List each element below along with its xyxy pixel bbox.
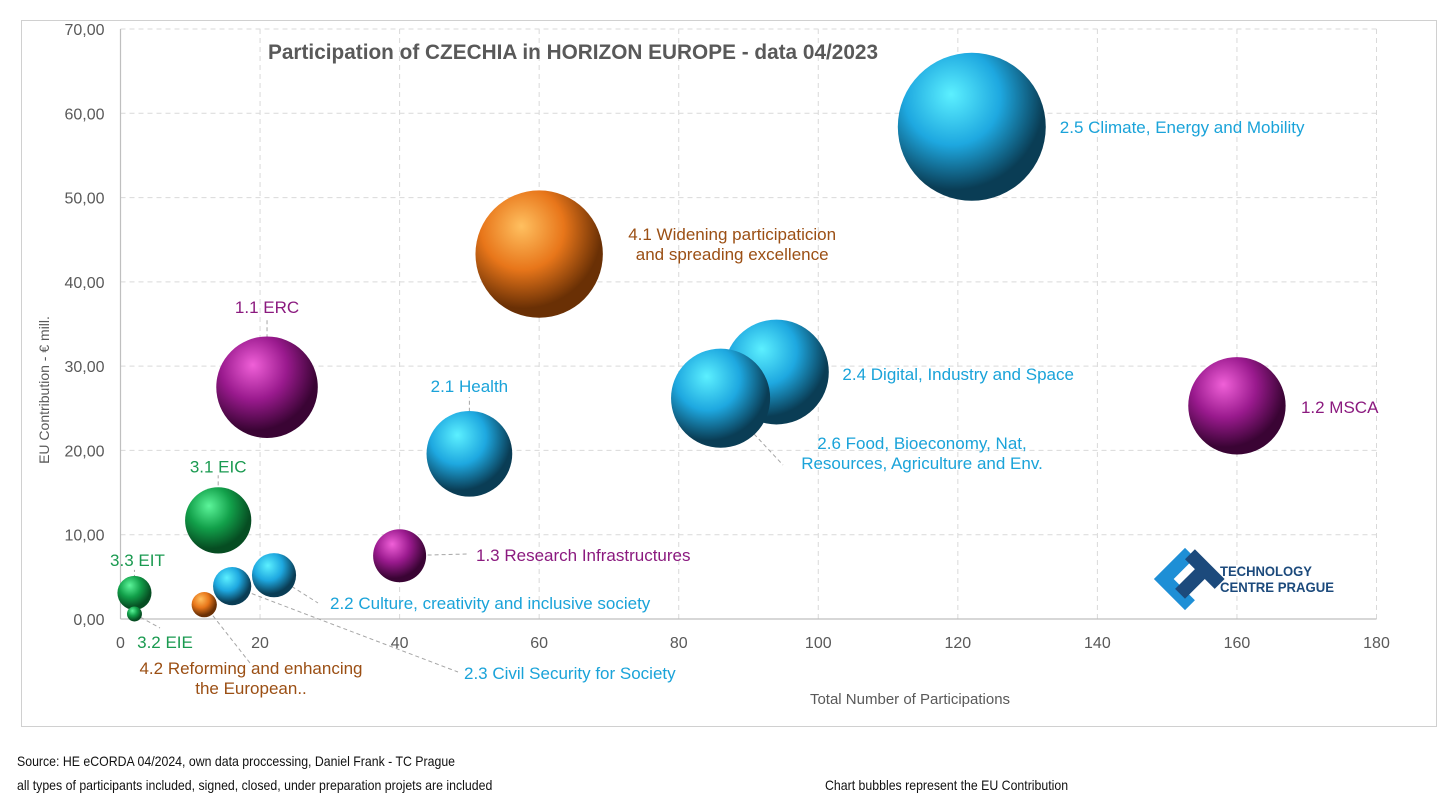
x-tick-label: 120 [944, 635, 971, 652]
bubble [126, 606, 142, 622]
x-tick-label: 180 [1363, 635, 1390, 652]
bubble [671, 348, 771, 448]
bubble-label-line: 2.6 Food, Bioeconomy, Nat, [817, 434, 1026, 453]
y-tick-label: 70,00 [64, 22, 104, 39]
bubble [373, 529, 427, 583]
x-tick-label: 160 [1224, 635, 1251, 652]
bubble-label: 4.2 Reforming and enhancing the European.… [139, 659, 362, 698]
y-tick-label: 60,00 [64, 106, 104, 123]
footer-source: Source: HE eCORDA 04/2024, own data proc… [17, 753, 456, 769]
bubble [216, 336, 318, 438]
bubble [475, 190, 603, 318]
leader-line [203, 604, 251, 664]
bubble [251, 553, 297, 598]
bubble [117, 575, 152, 610]
bubble-label: 2.1 Health [431, 377, 509, 396]
leader-line [399, 553, 468, 557]
bubble [1188, 357, 1286, 455]
bubble-label-line: 2.1 Health [431, 377, 509, 396]
leader-line [134, 613, 161, 629]
y-tick-label: 50,00 [64, 191, 104, 208]
bubble [185, 487, 252, 554]
bubble-label-line: 4.1 Widening participaticion [628, 225, 836, 244]
bubble-label-line: 2.4 Digital, Industry and Space [842, 365, 1074, 384]
bubble-label: 2.3 Civil Security for Society [464, 664, 676, 683]
x-tick-label: 20 [251, 635, 269, 652]
bubble-label-line: 2.3 Civil Security for Society [464, 664, 676, 683]
bubble-label: 4.1 Widening participaticion and spreadin… [628, 225, 836, 264]
bubble-label-line: 1.1 ERC [235, 298, 299, 317]
logo-text-line1: TECHNOLOGY [1220, 563, 1313, 579]
bubble-label-line: 3.2 EIE [137, 633, 193, 652]
bubble [191, 592, 217, 618]
x-tick-label: 80 [670, 635, 688, 652]
gridlines [120, 28, 1377, 619]
y-tick-labels: 0,00 10,00 20,00 30,00 40,00 50,00 60,00 70,00 [64, 22, 104, 629]
bubble [213, 567, 252, 606]
bubbles [117, 52, 1286, 622]
bubble-label-line: 3.3 EIT [110, 551, 165, 570]
logo-text-line2: CENTRE PRAGUE [1220, 579, 1334, 595]
bubble-label: 1.3 Research Infrastructures [476, 546, 690, 565]
bubble-label: 1.2 MSCA [1301, 398, 1379, 417]
bubble-label-line: 2.2 Culture, creativity and inclusive so… [330, 594, 651, 613]
y-tick-label: 0,00 [73, 612, 104, 629]
bubble-label: 1.1 ERC [235, 298, 299, 317]
y-tick-label: 10,00 [64, 528, 104, 545]
tc-logo-icon [1153, 547, 1225, 611]
x-tick-label: 100 [805, 635, 832, 652]
y-tick-label: 40,00 [64, 275, 104, 292]
footer-bubbles-note: Chart bubbles represent the EU Contribut… [825, 777, 1069, 793]
bubble-label: 2.2 Culture, creativity and inclusive so… [330, 594, 651, 613]
footer-note: all types of participants included, sign… [17, 777, 493, 793]
technology-centre-prague-logo: TECHNOLOGY CENTRE PRAGUE [1153, 547, 1334, 611]
chart-area [21, 20, 1437, 727]
x-axis-title: Total Number of Participations [810, 691, 1010, 708]
bubble-label-line: and spreading excellence [636, 245, 829, 264]
bubble-label: 3.1 EIC [190, 457, 247, 476]
bubble [897, 52, 1046, 201]
bubble-label: 2.5 Climate, Energy and Mobility [1060, 118, 1305, 137]
bubble-label-line: 1.2 MSCA [1301, 398, 1379, 417]
leader-line [231, 585, 459, 673]
x-tick-labels: 0 20 40 60 80 100 120 140 160 180 [116, 635, 1390, 652]
x-tick-label: 140 [1084, 635, 1111, 652]
bubble [426, 410, 513, 497]
x-tick-label: 60 [530, 635, 548, 652]
bubble-chart: 0 20 40 60 80 100 120 140 160 180 0,00 10,00 20,00 3… [36, 22, 1390, 708]
chart-title: Participation of CZECHIA in HORIZON EURO… [268, 41, 878, 64]
bubble-labels: 2.5 Climate, Energy and Mobility 4.1 Wide… [110, 118, 1379, 698]
y-axis-title: EU Contribution - € mill. [36, 316, 52, 464]
bubble-label-line: 4.2 Reforming and enhancing [139, 659, 362, 678]
bubble-label-line: 3.1 EIC [190, 457, 247, 476]
bubble-label-line: the European.. [195, 679, 307, 698]
x-tick-label: 40 [391, 635, 409, 652]
bubble-label: 2.4 Digital, Industry and Space [842, 365, 1074, 384]
bubble-label: 3.3 EIT [110, 551, 165, 570]
bubble-label: 3.2 EIE [137, 633, 193, 652]
bubble-label-line: 1.3 Research Infrastructures [476, 546, 690, 565]
y-tick-label: 20,00 [64, 443, 104, 460]
y-tick-label: 30,00 [64, 359, 104, 376]
bubble-label-line: 2.5 Climate, Energy and Mobility [1060, 118, 1305, 137]
bubble-label: 2.6 Food, Bioeconomy, Nat, Resources, Agr… [801, 434, 1043, 473]
x-tick-label: 0 [116, 635, 125, 652]
axes [119, 29, 1377, 620]
bubble-label-line: Resources, Agriculture and Env. [801, 454, 1043, 473]
